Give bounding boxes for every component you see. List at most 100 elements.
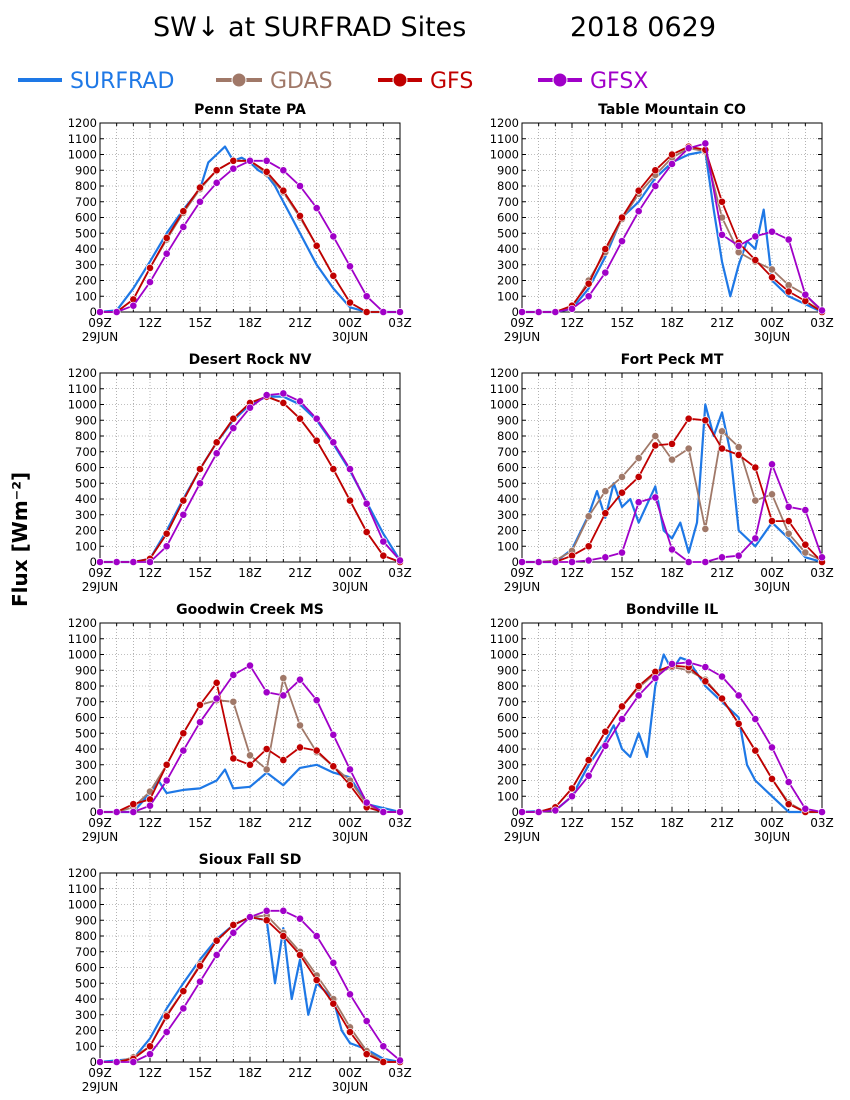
data-point (229, 671, 238, 679)
data-point (162, 1028, 171, 1036)
x-date-label: 30JUN (332, 1080, 369, 1094)
x-tick-label: 21Z (288, 816, 312, 830)
data-point (584, 279, 593, 288)
data-point (179, 1004, 188, 1013)
y-tick-label: 800 (497, 179, 519, 193)
data-point (229, 424, 238, 433)
x-tick-label: 09Z (88, 816, 112, 830)
data-point (601, 741, 610, 750)
data-point (146, 801, 154, 810)
data-point (601, 727, 610, 736)
data-point (718, 672, 726, 681)
data-point (212, 951, 221, 959)
x-tick-label: 03Z (388, 816, 412, 830)
data-point (179, 223, 188, 231)
series-line-gfs (522, 664, 822, 813)
series-line-gfsx (100, 664, 400, 813)
data-point (129, 558, 138, 566)
x-tick-label: 15Z (610, 816, 634, 830)
data-point (718, 444, 726, 453)
data-point (684, 558, 693, 566)
y-tick-label: 400 (497, 242, 519, 256)
data-point (801, 506, 810, 514)
x-date-label: 30JUN (754, 580, 791, 594)
y-tick-label: 300 (75, 758, 97, 772)
series-gfs (96, 678, 404, 816)
data-point (296, 397, 304, 406)
data-point (296, 182, 304, 190)
data-point (734, 241, 743, 250)
data-point (718, 694, 726, 703)
title-left: SW↓ at SURFRAD Sites (153, 12, 467, 43)
data-point (551, 806, 560, 815)
data-point (296, 951, 304, 959)
data-point (179, 207, 188, 216)
y-tick-label: 1200 (68, 866, 97, 880)
legend-label-surfrad: SURFRAD (70, 69, 174, 94)
data-point (568, 784, 576, 793)
y-tick-label: 600 (497, 711, 519, 725)
series-line-gfs (100, 916, 400, 1063)
panel-title: Table Mountain CO (598, 102, 746, 118)
data-point (618, 488, 626, 497)
y-tick-label: 1200 (490, 616, 519, 630)
x-tick-label: 12Z (560, 816, 584, 830)
data-point (668, 150, 676, 159)
x-tick-label: 12Z (138, 316, 162, 330)
x-tick-label: 21Z (288, 1066, 312, 1080)
y-tick-label: 0 (90, 305, 97, 319)
y-tick-label: 200 (75, 524, 97, 538)
y-tick-label: 700 (497, 195, 519, 209)
y-tick-label: 500 (497, 726, 519, 740)
data-point (346, 765, 354, 774)
data-point (362, 1050, 371, 1059)
y-tick-label: 100 (497, 789, 519, 803)
legend-label-gfsx: GFSX (590, 69, 648, 94)
data-point (718, 230, 726, 239)
panel-desert-rock: Desert Rock NV01002003004005006007008009… (68, 352, 412, 594)
data-point (229, 156, 238, 165)
data-point (618, 702, 626, 711)
y-tick-label: 800 (75, 929, 97, 943)
series-surfrad (99, 915, 401, 1064)
data-point (146, 1050, 154, 1059)
x-tick-label: 15Z (188, 566, 212, 580)
data-point (701, 663, 710, 671)
data-point (162, 760, 171, 769)
data-point (634, 473, 643, 481)
data-point (296, 212, 304, 220)
y-tick-label: 1100 (490, 632, 519, 646)
data-point (534, 308, 543, 316)
data-point (112, 308, 121, 316)
x-tick-label: 09Z (510, 566, 534, 580)
data-point (262, 745, 271, 753)
data-point (362, 292, 371, 301)
y-tick-label: 600 (75, 961, 97, 975)
data-point (768, 775, 776, 783)
legend-label-gfs: GFS (430, 69, 473, 94)
x-date-label: 29JUN (504, 330, 541, 344)
data-point (584, 556, 593, 565)
legend-marker-gfs (392, 72, 408, 88)
data-point (701, 416, 710, 425)
data-point (112, 1058, 121, 1066)
data-point (179, 729, 188, 738)
series-gfsx (518, 658, 826, 816)
data-point (196, 962, 204, 970)
y-tick-label: 500 (75, 726, 97, 740)
data-point (734, 551, 743, 560)
y-tick-label: 900 (497, 413, 519, 427)
x-tick-label: 03Z (388, 566, 412, 580)
data-point (601, 487, 610, 496)
data-point (346, 990, 354, 999)
data-point (634, 454, 643, 462)
y-tick-label: 700 (75, 195, 97, 209)
data-point (96, 308, 104, 316)
x-tick-label: 00Z (760, 816, 784, 830)
y-tick-label: 0 (512, 305, 519, 319)
data-point (618, 473, 626, 481)
data-point (229, 921, 238, 929)
data-point (601, 245, 610, 253)
data-point (601, 553, 610, 562)
data-point (568, 558, 576, 566)
